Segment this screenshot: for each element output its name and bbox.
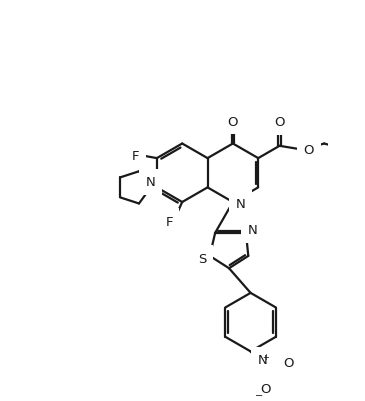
Text: N: N (257, 353, 267, 367)
Text: O: O (304, 144, 314, 157)
Text: O: O (274, 116, 285, 129)
Text: N: N (146, 176, 155, 189)
Text: −: − (255, 389, 263, 399)
Text: O: O (228, 115, 238, 128)
Text: +: + (262, 352, 269, 360)
Text: F: F (131, 149, 139, 162)
Text: N: N (247, 224, 257, 237)
Text: N: N (236, 198, 245, 211)
Text: S: S (198, 252, 206, 265)
Text: F: F (165, 215, 173, 228)
Text: O: O (283, 356, 293, 369)
Text: O: O (260, 382, 270, 395)
